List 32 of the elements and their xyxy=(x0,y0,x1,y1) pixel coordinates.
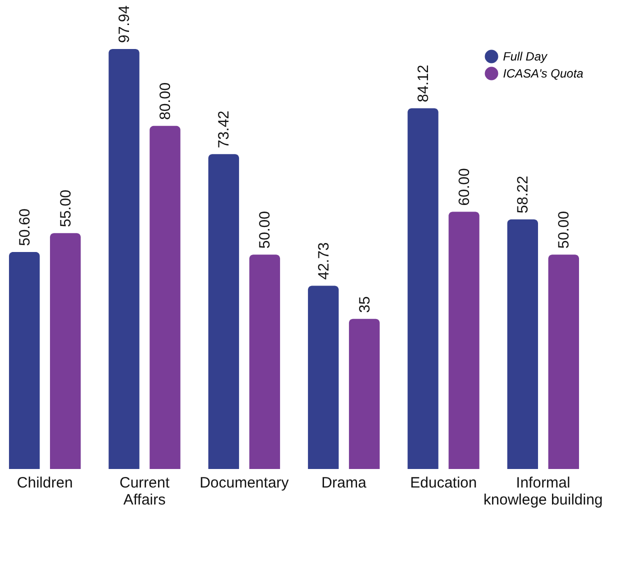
bar xyxy=(408,108,438,469)
data-label: 84.12 xyxy=(414,64,432,102)
x-tick-label: Children xyxy=(16,474,73,492)
bar xyxy=(308,286,339,469)
bar xyxy=(348,318,380,469)
legend-label: ICASA's Quota xyxy=(503,66,584,80)
data-label: 80.00 xyxy=(157,82,174,120)
data-label: 42.73 xyxy=(315,242,332,280)
data-label: 73.42 xyxy=(216,110,233,148)
bar xyxy=(448,212,480,469)
x-tick-label: Documentary xyxy=(200,474,290,492)
data-label: 35 xyxy=(356,296,374,313)
bar xyxy=(8,252,40,469)
legend-label: Full Day xyxy=(503,50,548,64)
x-tick-label: Drama xyxy=(321,474,367,492)
x-tick-label: Current Affairs xyxy=(120,474,170,508)
bar xyxy=(548,254,580,469)
data-label: 97.94 xyxy=(116,5,134,43)
data-label: 50.00 xyxy=(556,211,573,249)
data-label: 50.00 xyxy=(256,211,274,249)
data-label: 60.00 xyxy=(456,168,473,206)
data-label: 50.60 xyxy=(16,208,34,246)
x-tick-label: Informal knowlege building xyxy=(484,474,603,508)
bar xyxy=(208,154,240,469)
data-label: 58.22 xyxy=(514,176,532,214)
bar xyxy=(150,126,180,469)
bar xyxy=(108,49,140,469)
x-tick-label: Education xyxy=(410,474,477,492)
bar xyxy=(249,254,280,469)
bar xyxy=(50,233,81,469)
bar xyxy=(507,219,538,469)
data-label: 55.00 xyxy=(57,190,74,228)
